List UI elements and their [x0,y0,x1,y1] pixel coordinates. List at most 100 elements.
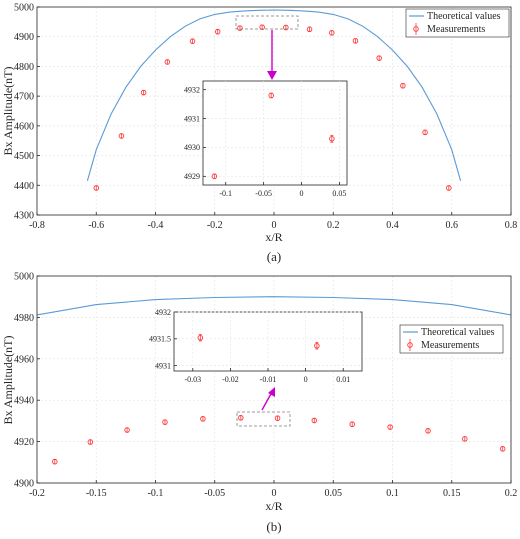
a-inset-x-tick-label: 0 [300,189,304,198]
b-inset-x-tick-label: -0.01 [260,375,277,384]
panel-b-caption: (b) [266,519,281,534]
b-inset-point [197,334,204,341]
a-measurement-point [376,55,382,61]
panel-b-legend: Theoretical values Measurements [399,324,504,354]
a-inset-point [211,173,218,180]
a-x-tick-label: -0.2 [207,220,223,231]
panel-a-inset-y-ticks: 4929 4930 4931 4932 [184,85,206,181]
a-measurement-point [352,38,359,44]
b-y-tick-label: 5000 [14,272,34,283]
b-measurement-point [162,419,168,425]
a-measurement-point [214,28,221,35]
b-measurement-point [462,436,468,442]
a-x-tick-label: -0.4 [148,220,164,231]
panel-b-measurement-points [52,415,506,465]
panel-b-zoom-arrow [261,391,273,411]
b-x-tick-label: 0.1 [386,488,399,499]
b-measurement-point [200,416,206,422]
b-measurement-point [238,415,244,421]
b-inset-y-tick-label: 4931.5 [149,335,171,344]
b-x-tick-label: 0 [272,488,277,499]
a-inset-point [329,136,335,142]
panel-a-caption: (a) [267,249,281,264]
a-inset-y-tick-label: 4932 [184,85,200,94]
panel-a-zoom-arrowhead [267,71,277,80]
panel-b-inset-grid [174,311,362,371]
a-y-tick-label: 4600 [14,121,34,132]
b-y-tick-label: 4960 [14,354,34,365]
panel-a-legend-meas-marker [413,26,419,32]
b-measurement-point [387,424,393,430]
panel-a-inset-points [211,92,335,180]
a-inset-y-tick-label: 4929 [184,172,200,181]
a-x-tick-label: 0.2 [327,220,340,231]
a-measurement-point [446,185,452,191]
panel-b-theory-curve-group [36,296,512,316]
a-inset-x-tick-label: 0.05 [332,189,346,198]
panel-b-inset-x-ticks: -0.03 -0.02 -0.01 0 0.01 [184,368,350,384]
b-x-tick-label: -0.15 [86,488,107,499]
b-inset-x-tick-label: -0.02 [222,375,239,384]
panel-a-legend: Theoretical values Measurements [405,8,510,38]
a-measurement-point [93,185,99,191]
panel-a-legend-theory-label: Theoretical values [427,11,501,22]
panel-b-y-axis-label: Bx Amplitude(nT) [1,336,15,425]
a-x-tick-label: 0 [272,220,277,231]
b-measurement-point [349,421,355,427]
a-y-tick-label: 4400 [14,181,34,192]
b-inset-x-tick-label: -0.03 [184,375,201,384]
a-measurement-point [283,24,289,31]
b-measurement-point [311,417,318,424]
panel-b-legend-theory-label: Theoretical values [421,327,495,338]
a-inset-point [268,92,274,99]
b-measurement-point [52,458,58,465]
b-x-tick-label: -0.05 [204,488,225,499]
panel-a-inset-grid [203,81,347,185]
a-x-tick-label: 0.6 [446,220,459,231]
b-measurement-point [87,439,94,445]
panel-a-inset: -0.1 -0.05 0 0.05 4929 4930 4931 4932 [184,80,348,198]
b-x-tick-label: 0.05 [325,488,343,499]
panel-b-legend-box [399,324,504,354]
b-inset-y-tick-label: 4932 [155,308,171,317]
panel-a-x-ticks: -0.8 -0.6 -0.4 -0.2 0 0.2 0.4 0.6 0.8 [29,212,517,231]
panel-a-y-axis-label: Bx Amplitude(nT) [1,67,15,156]
panel-b-y-ticks: 4900 4920 4940 4960 4980 5000 [14,272,40,490]
panel-a-inset-frame [202,80,348,186]
a-measurement-point [140,89,147,96]
panel-a-inset-x-ticks: -0.1 -0.05 0 0.05 [219,182,346,198]
a-inset-y-tick-label: 4931 [184,114,200,123]
a-inset-y-tick-label: 4930 [184,143,200,152]
a-x-tick-label: 0.4 [386,220,399,231]
panel-b-inset: -0.03 -0.02 -0.01 0 0.01 4931 4931.5 4932 [149,308,363,384]
b-y-tick-label: 4980 [14,313,34,324]
b-inset-x-tick-label: 0.01 [336,375,350,384]
a-measurement-point [306,26,313,33]
panel-a-chart: -0.8 -0.6 -0.4 -0.2 0 0.2 0.4 0.6 0.8 4300 4400 45… [1,3,517,265]
a-measurement-point [259,24,265,30]
a-y-tick-label: 4700 [14,92,34,103]
b-measurement-point [499,446,506,452]
b-x-tick-label: 0.15 [443,488,461,499]
a-y-tick-label: 4500 [14,151,34,162]
a-x-tick-label: -0.6 [88,220,104,231]
panel-b-inset-points [197,334,320,350]
a-measurement-point [400,82,406,89]
panel-a-legend-box [405,8,510,38]
panel-b-chart: -0.2 -0.15 -0.1 -0.05 0 0.05 0.1 0.15 0.2 490049… [1,272,517,535]
b-y-tick-label: 4900 [14,479,34,490]
a-measurement-point [189,38,196,44]
panel-a-x-axis-label: x/R [265,230,282,244]
a-y-tick-label: 4300 [14,211,34,222]
a-measurement-point [329,30,335,36]
a-inset-x-tick-label: -0.05 [255,189,272,198]
b-inset-y-tick-label: 4931 [155,361,171,370]
panel-b-legend-meas-marker [407,342,413,348]
a-measurement-point [164,59,171,65]
panel-b-x-axis-label: x/R [265,499,282,513]
b-theory-curve [36,296,512,316]
b-y-tick-label: 4940 [14,396,34,407]
b-inset-x-tick-label: 0 [304,375,308,384]
panel-a-y-ticks: 4300 4400 4500 4600 4700 4800 4900 5000 [14,3,40,222]
